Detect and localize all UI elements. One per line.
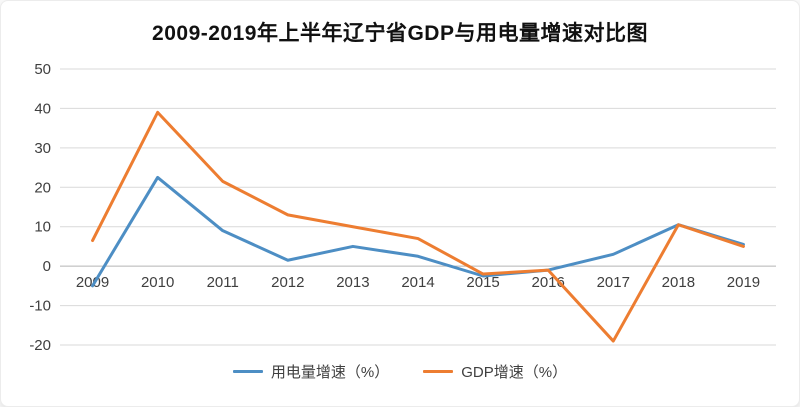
x-tick-label: 2011 — [207, 274, 239, 291]
legend-item: 用电量增速（%） — [232, 361, 390, 382]
x-tick-label: 2009 — [76, 274, 109, 291]
y-tick-label: 50 — [34, 61, 51, 78]
series-line — [91, 175, 745, 288]
legend-label: 用电量增速（%） — [270, 364, 390, 381]
y-tick-label: 30 — [34, 140, 51, 157]
y-tick-label: 40 — [34, 100, 51, 117]
series-line — [91, 110, 745, 343]
x-tick-label: 2013 — [336, 274, 369, 291]
x-tick-label: 2014 — [401, 274, 434, 291]
y-tick-label: 10 — [34, 219, 51, 236]
x-tick-label: 2015 — [466, 274, 499, 291]
x-tick-label: 2010 — [141, 274, 174, 291]
x-tick-label: 2017 — [597, 274, 630, 291]
y-tick-label: 20 — [34, 179, 51, 196]
y-tick-label: -20 — [29, 337, 51, 354]
legend-item: GDP增速（%） — [423, 361, 567, 382]
legend-line-swatch — [232, 370, 263, 373]
x-tick-label: 2012 — [271, 274, 304, 291]
chart-title: 2009-2019年上半年辽宁省GDP与用电量增速对比图 — [152, 22, 648, 45]
y-tick-label: -10 — [29, 298, 51, 315]
x-tick-label: 2018 — [662, 274, 695, 291]
legend-label: GDP增速（%） — [461, 364, 568, 381]
legend-line-swatch — [423, 370, 454, 373]
chart-legend: 用电量增速（%） GDP增速（%） — [1, 355, 799, 392]
x-tick-label: 2019 — [727, 274, 760, 291]
y-tick-label: 0 — [43, 258, 51, 275]
